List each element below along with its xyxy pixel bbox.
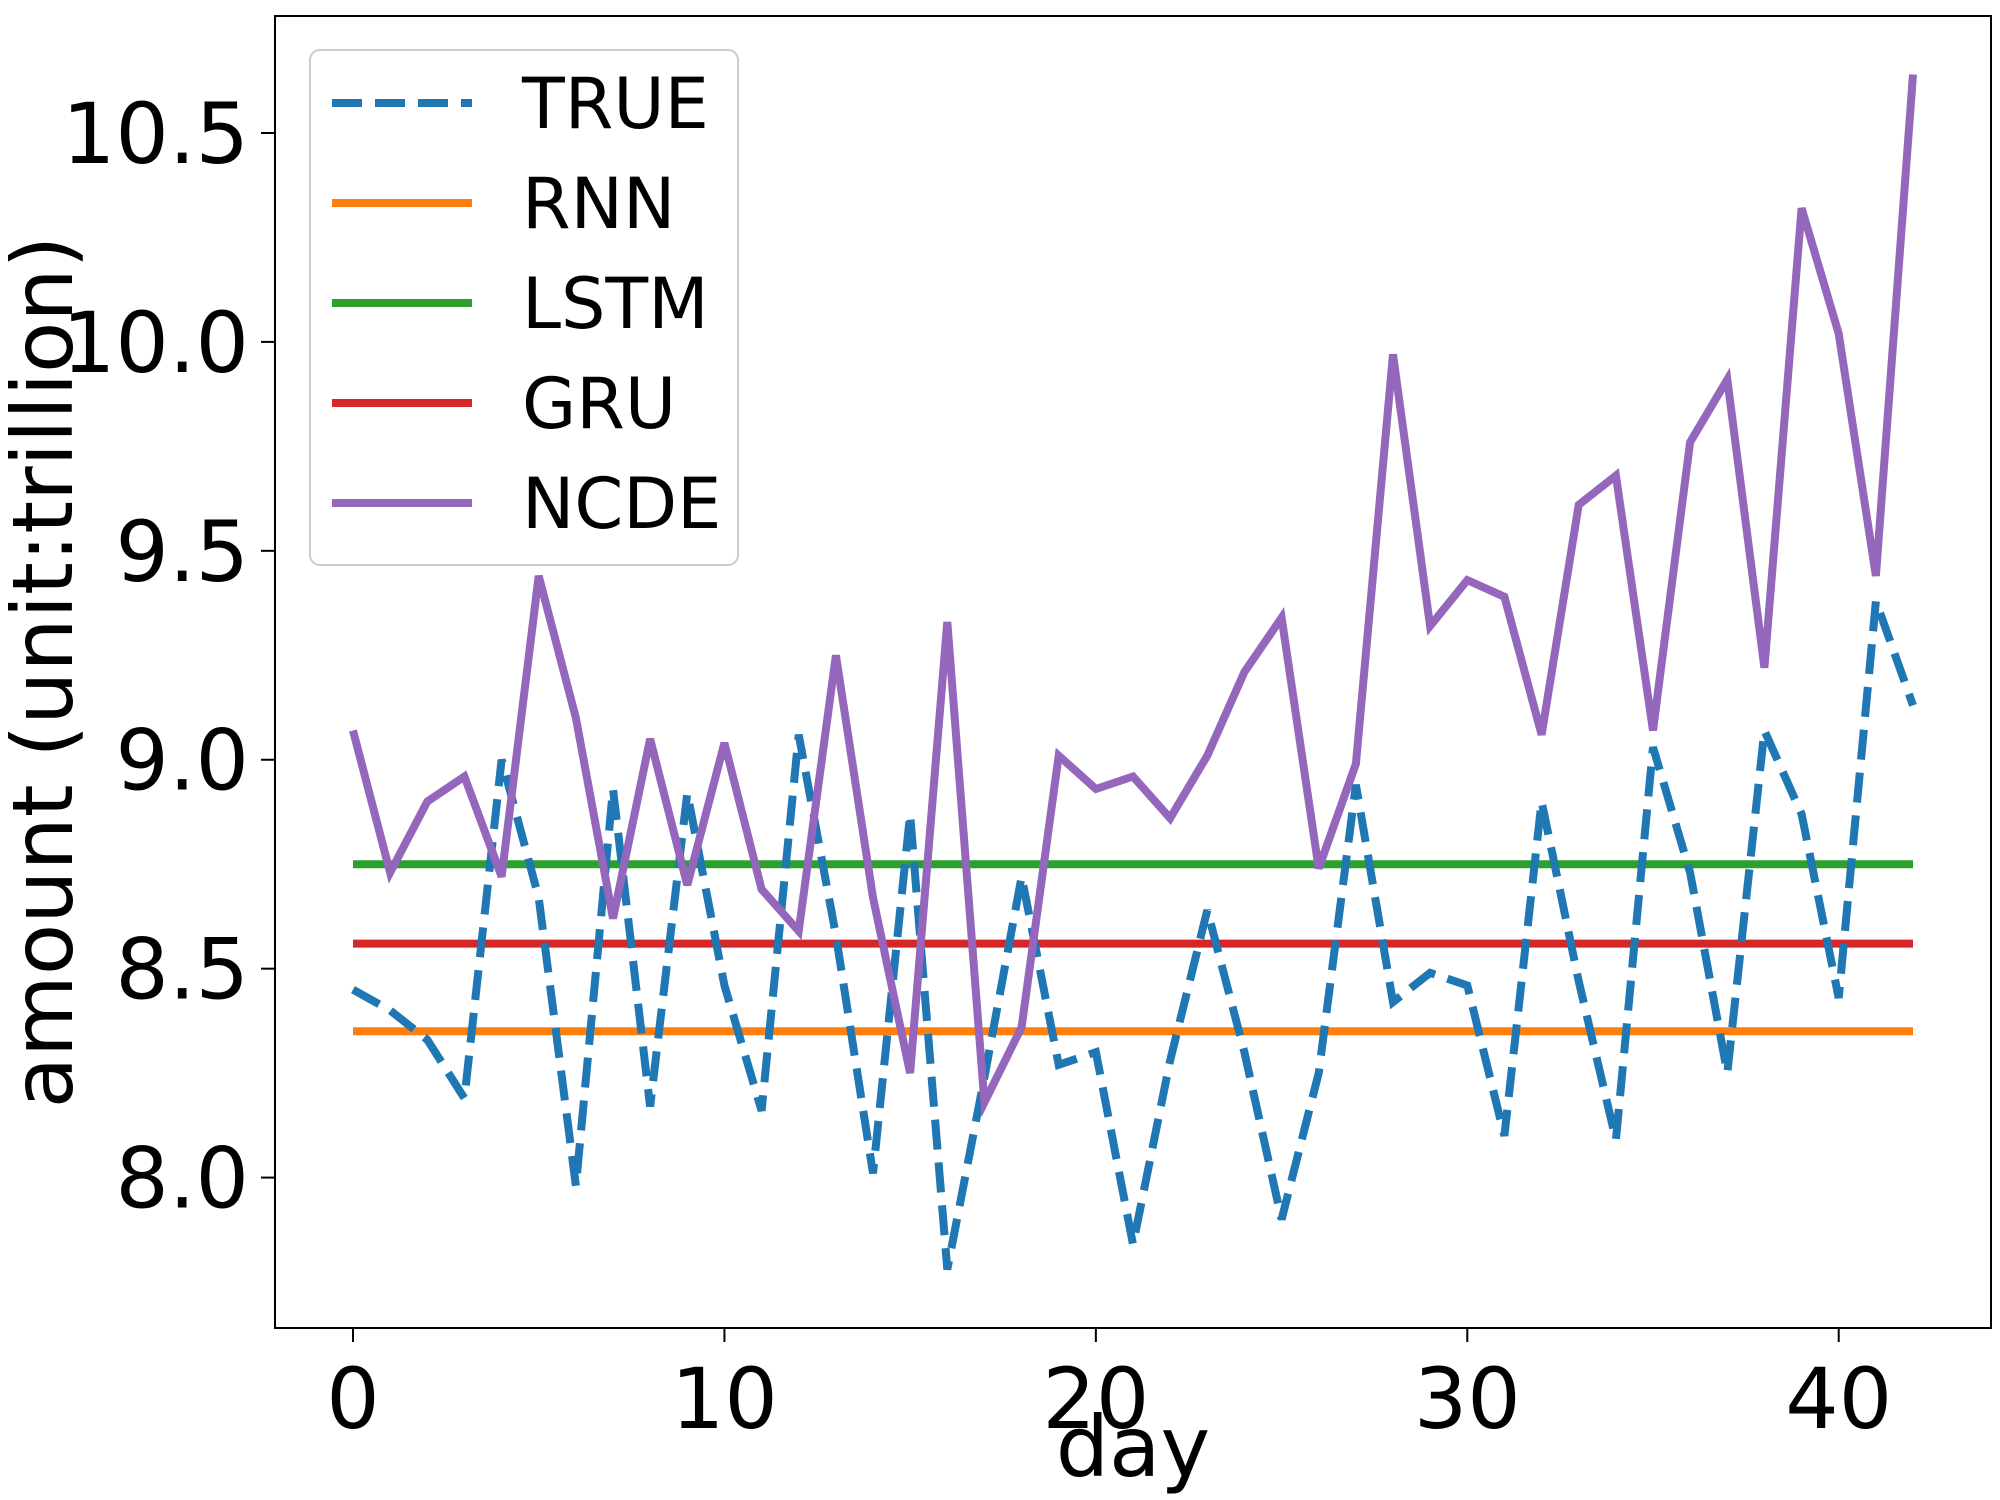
x-tick-label: 30 [1414,1350,1521,1448]
y-tick-label: 10.5 [62,85,249,183]
y-tick-label: 9.5 [115,503,249,601]
x-axis-label: day [1056,1398,1211,1496]
x-tick-label: 40 [1785,1350,1892,1448]
legend-label-true: TRUE [521,63,709,145]
legend-label-ncde: NCDE [522,463,721,545]
x-tick-label: 10 [671,1350,778,1448]
y-axis-label: amount (unit:trillion) [0,236,92,1109]
y-tick-label: 8.0 [115,1130,249,1228]
legend-label-rnn: RNN [522,163,675,245]
x-tick-label: 0 [326,1350,379,1448]
legend-label-lstm: LSTM [522,263,709,345]
y-tick-label: 9.0 [115,712,249,810]
y-tick-label: 8.5 [115,921,249,1019]
y-axis-ticks: 8.08.59.09.510.010.5 [62,85,275,1228]
legend: TRUE RNN LSTM GRU NCDE [310,50,738,565]
legend-label-gru: GRU [522,363,676,445]
